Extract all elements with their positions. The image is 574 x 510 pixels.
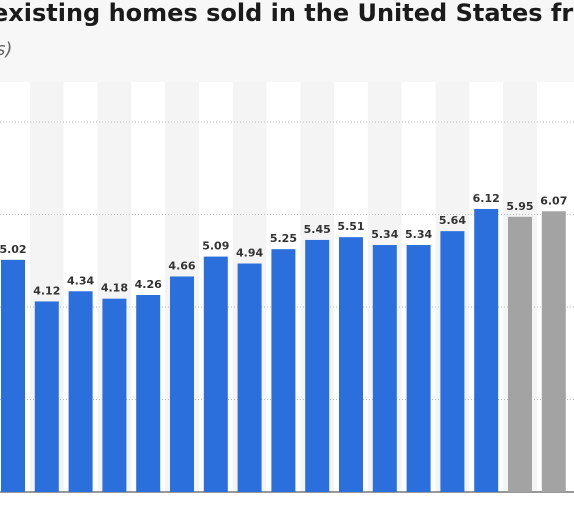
data-label: 5.45 [304,223,331,236]
bar [406,245,431,492]
data-label: 4.18 [101,282,128,295]
data-label: 6.12 [473,192,500,205]
bar [68,291,93,492]
bar [170,276,194,492]
bar [34,301,59,492]
data-label: 5.95 [506,200,533,213]
bar [508,216,532,492]
bar [136,294,161,492]
data-label: 5.64 [439,214,466,227]
bar [102,298,127,492]
bar [1,259,25,492]
data-label: 5.09 [202,240,229,253]
data-label: 4.94 [236,247,263,260]
data-label: 4.12 [33,284,60,297]
data-label: 5.02 [0,243,27,256]
bar [271,249,296,492]
chart-subtitle: s) [0,39,12,60]
data-label: 6.07 [540,194,567,207]
data-label: 5.34 [405,228,432,241]
data-label: 4.66 [168,259,195,272]
bar [305,239,330,492]
bar [372,245,397,492]
bar [339,237,363,492]
bar [541,211,566,492]
data-label: 4.34 [67,274,94,287]
bar [474,208,499,492]
bar [203,256,228,492]
data-label: 5.51 [337,220,364,233]
data-label: 5.34 [371,228,398,241]
chart-title: existing homes sold in the United States… [0,0,574,27]
data-label: 4.26 [135,278,162,291]
data-label: 5.25 [270,232,297,245]
bar [440,231,465,492]
bar [237,263,262,492]
